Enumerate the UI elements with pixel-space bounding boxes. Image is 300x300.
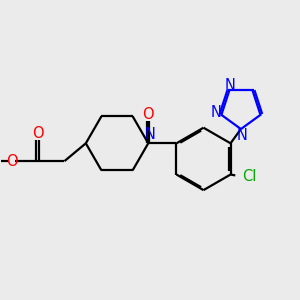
Text: N: N: [224, 78, 235, 93]
Text: O: O: [32, 126, 44, 141]
Text: O: O: [142, 107, 154, 122]
Text: Cl: Cl: [242, 169, 256, 184]
Text: N: N: [144, 128, 155, 142]
Text: N: N: [211, 105, 222, 120]
Text: O: O: [7, 154, 18, 169]
Text: N: N: [237, 128, 248, 143]
